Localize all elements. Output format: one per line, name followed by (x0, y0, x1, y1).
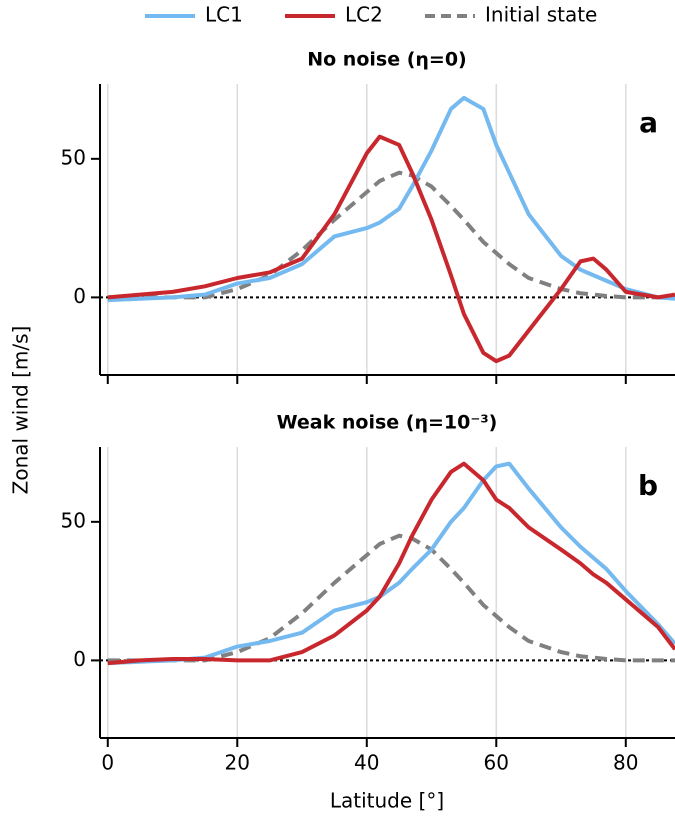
panel-label: b (638, 469, 658, 502)
line-series (107, 533, 675, 663)
line-series (107, 134, 675, 364)
y-axis-label: Zonal wind [m/s] (9, 326, 33, 495)
x-tick-label: 80 (613, 751, 638, 775)
line-series (107, 461, 675, 666)
x-axis-label: Latitude [°] (330, 789, 444, 813)
panel-label: a (639, 106, 658, 139)
legend-label: LC2 (345, 3, 383, 27)
line-series (107, 461, 675, 666)
panel-title: No noise (η=0) (307, 49, 467, 71)
x-tick-label: 60 (484, 751, 509, 775)
y-tick-label: 50 (61, 508, 86, 532)
line-series (107, 95, 675, 303)
panel-title: Weak noise (η=10⁻³) (277, 412, 498, 434)
legend-label: LC1 (205, 3, 243, 27)
y-tick-label: 50 (61, 145, 86, 169)
y-tick-label: 0 (73, 284, 86, 308)
plot-area (107, 461, 675, 666)
y-tick-label: 0 (73, 647, 86, 671)
x-tick-label: 20 (225, 751, 250, 775)
legend-label: Initial state (485, 3, 597, 27)
x-tick-label: 0 (101, 751, 114, 775)
line-series (107, 170, 675, 300)
plot-area (107, 95, 675, 364)
x-tick-label: 40 (354, 751, 379, 775)
